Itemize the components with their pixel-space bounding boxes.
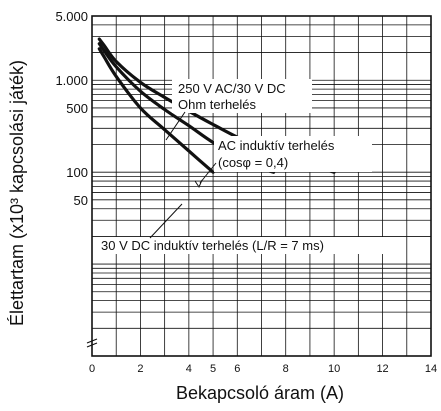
annotation-box-1 xyxy=(172,79,312,113)
annotation-box-2 xyxy=(214,136,372,172)
grid xyxy=(91,15,432,357)
plot-frame xyxy=(91,15,432,357)
axes: 0 2 4 5 6 8 10 12 14 5.000 1.000 500 100 50 xyxy=(55,9,437,375)
annotation-ohm-line1: 250 V AC/30 V DC xyxy=(178,81,286,96)
annotation-dc-label: 30 V DC induktív terhelés (L/R = 7 ms) xyxy=(101,238,324,253)
x-tick-label: 10 xyxy=(328,363,340,375)
annotation-dc-leader xyxy=(149,203,183,239)
x-tick-label: 8 xyxy=(283,363,289,375)
annotation-box-3 xyxy=(98,237,390,254)
x-tick-label: 6 xyxy=(234,363,240,375)
y-tick-label: 100 xyxy=(66,165,88,180)
x-tick-label: 0 xyxy=(89,363,95,375)
x-tick-label: 2 xyxy=(137,363,143,375)
y-tick-label: 1.000 xyxy=(55,73,88,88)
x-tick-label: 5 xyxy=(210,363,216,375)
x-axis-title: Bekapcsoló áram (A) xyxy=(176,383,344,403)
x-tick-label: 12 xyxy=(376,363,388,375)
x-tick-label: 14 xyxy=(425,363,437,375)
annotation-ac-leader xyxy=(199,162,217,184)
axis-break-mark xyxy=(86,338,98,348)
annotation-ohm-line2: Ohm terhelés xyxy=(178,97,257,112)
annotation-ohm-leader xyxy=(165,111,186,141)
annotation-ac-arrowhead xyxy=(194,179,203,189)
annotation-ac-line2: (cosφ = 0,4) xyxy=(218,155,288,170)
y-tick-label: 50 xyxy=(74,193,88,208)
y-tick-label: 500 xyxy=(66,101,88,116)
y-axis-title: Élettartam (x10³ kapcsolási játék) xyxy=(7,60,27,326)
series-line-3 xyxy=(97,47,215,174)
y-tick-label: 5.000 xyxy=(55,9,88,24)
annotation-ac-line1: AC induktív terhelés xyxy=(218,138,335,153)
x-tick-label: 4 xyxy=(186,363,192,375)
